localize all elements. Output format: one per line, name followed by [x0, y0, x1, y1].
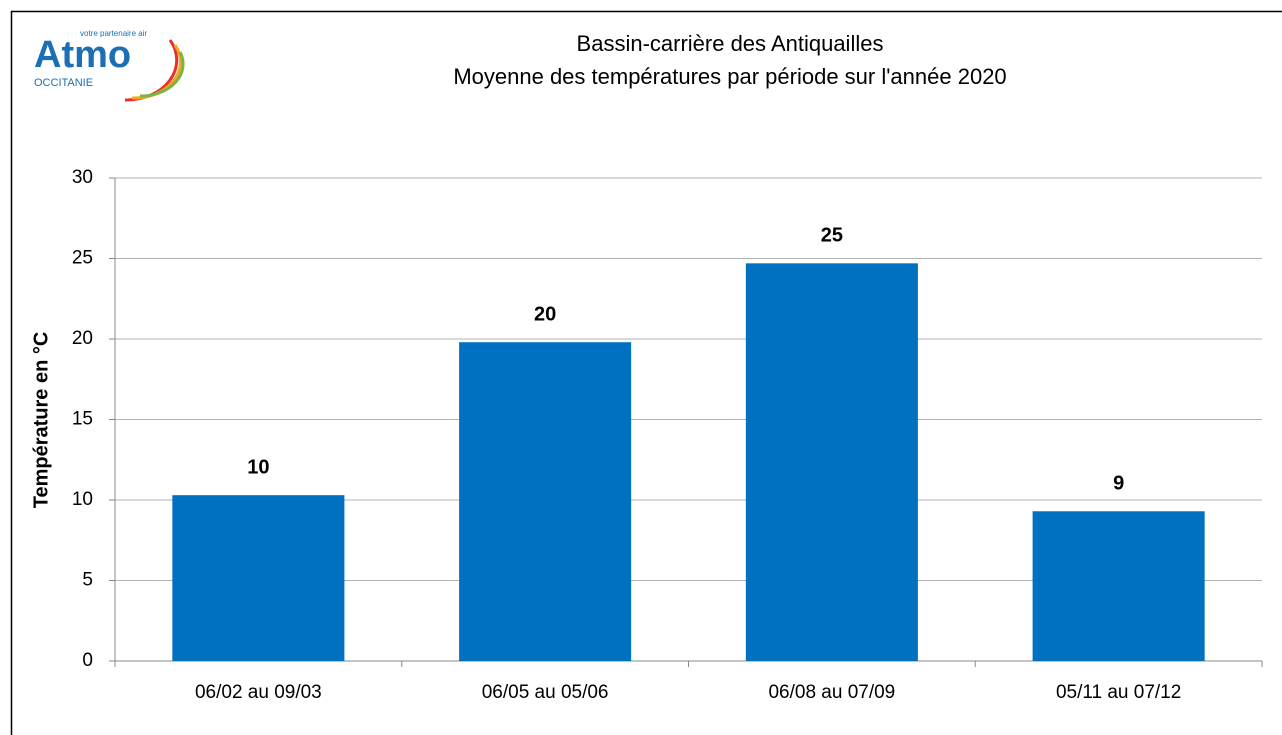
logo: Atmo votre partenaire air OCCITANIE [34, 29, 185, 102]
frame [10, 10, 1282, 735]
data-label: 20 [534, 304, 556, 326]
logo-arc [139, 51, 185, 98]
y-tick-label: 5 [82, 570, 93, 591]
y-tick-label: 25 [72, 248, 93, 269]
logo-arc [124, 39, 179, 102]
y-tick-label: 15 [72, 409, 93, 430]
chart-title: Bassin-carrière des Antiquailles [577, 31, 884, 56]
y-tick-label: 20 [72, 328, 93, 349]
x-tick-label: 06/02 au 09/03 [195, 682, 322, 703]
chart-subtitle: Moyenne des températures par période sur… [453, 64, 1006, 89]
x-tick-label: 06/08 au 07/09 [768, 682, 895, 703]
logo-region: OCCITANIE [34, 77, 93, 89]
data-label: 10 [247, 456, 269, 478]
y-tick-label: 0 [82, 650, 93, 671]
bar [745, 263, 918, 661]
data-label: 25 [821, 225, 843, 247]
x-tick-label: 05/11 au 07/12 [1056, 682, 1181, 703]
y-tick-label: 30 [72, 167, 93, 188]
y-tick-label: 10 [72, 489, 93, 510]
logo-name: Atmo [34, 34, 131, 76]
bar [1032, 511, 1205, 661]
y-axis-label: Température en °C [30, 332, 52, 509]
logo-tagline: votre partenaire air [80, 29, 147, 38]
bar [459, 342, 632, 661]
data-label: 9 [1113, 473, 1124, 495]
x-tick-label: 06/05 au 05/06 [482, 682, 609, 703]
bar [172, 495, 345, 661]
